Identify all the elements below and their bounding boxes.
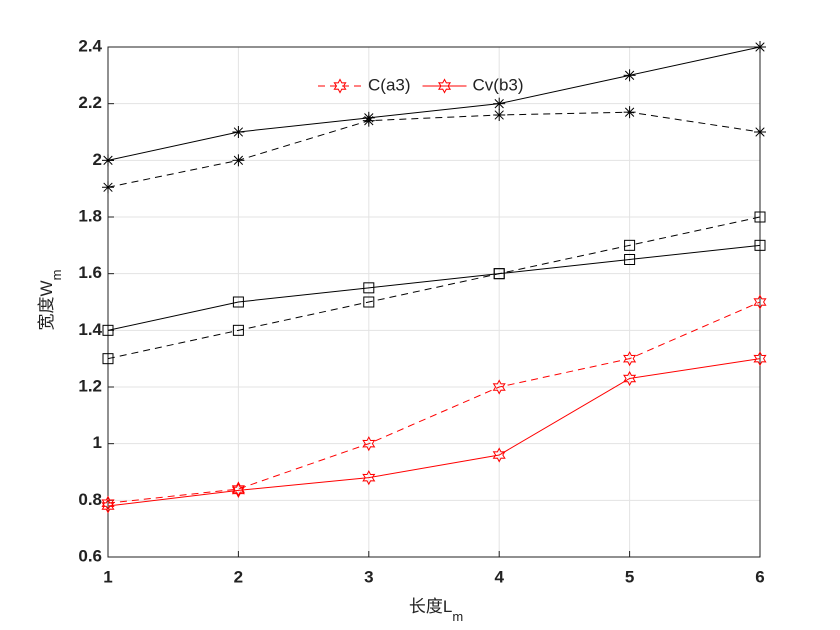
y-tick-label: 2 bbox=[93, 150, 102, 169]
x-tick-label: 3 bbox=[364, 567, 373, 586]
marker-star bbox=[362, 114, 375, 127]
x-tick-label: 5 bbox=[625, 567, 634, 586]
marker-hexagram bbox=[753, 294, 767, 310]
x-tick-label: 6 bbox=[755, 567, 764, 586]
x-tick-label: 4 bbox=[494, 567, 504, 586]
y-tick-label: 1.6 bbox=[78, 263, 102, 282]
x-tick-label: 2 bbox=[234, 567, 243, 586]
series-line bbox=[107, 301, 761, 504]
x-label-main: 长度L bbox=[409, 597, 452, 616]
x-tick-label: 1 bbox=[103, 567, 112, 586]
marker-hexagram bbox=[231, 481, 245, 497]
marker-hexagram bbox=[362, 470, 376, 486]
y-tick-label: 2.4 bbox=[78, 36, 102, 55]
marker-star bbox=[754, 41, 766, 53]
marker-hexagram bbox=[362, 436, 376, 452]
marker-square bbox=[232, 296, 244, 308]
y-tick-label: 1 bbox=[93, 433, 102, 452]
series-line bbox=[107, 111, 761, 188]
marker-square bbox=[232, 324, 244, 336]
marker-hexagram bbox=[437, 78, 452, 94]
marker-square bbox=[102, 353, 114, 365]
marker-square bbox=[624, 239, 636, 251]
marker-star bbox=[232, 154, 245, 167]
plot-area bbox=[108, 47, 760, 557]
marker-hexagram bbox=[623, 351, 637, 367]
marker-star bbox=[623, 69, 636, 82]
series-line bbox=[107, 216, 761, 360]
y-tick-label: 1.4 bbox=[78, 320, 102, 339]
y-tick-label: 0.6 bbox=[78, 546, 102, 565]
y-tick-label: 2.2 bbox=[78, 93, 102, 112]
y-label-sub: m bbox=[49, 270, 64, 281]
marker-hexagram bbox=[492, 379, 506, 395]
marker-square bbox=[624, 254, 636, 265]
marker-square bbox=[363, 282, 375, 294]
x-axis-label: 长度Lm bbox=[409, 597, 463, 624]
marker-star bbox=[623, 106, 636, 119]
series-line bbox=[107, 244, 761, 331]
marker-square bbox=[363, 296, 375, 308]
marker-star bbox=[493, 97, 506, 110]
marker-hexagram bbox=[623, 370, 637, 387]
marker-star bbox=[232, 126, 245, 138]
marker-hexagram bbox=[492, 447, 506, 463]
marker-square bbox=[102, 324, 114, 336]
marker-square bbox=[754, 211, 766, 223]
marker-hexagram bbox=[333, 78, 347, 94]
marker-hexagram bbox=[231, 482, 245, 498]
y-tick-label: 1.8 bbox=[78, 206, 102, 225]
legend-label: C(a3) bbox=[368, 75, 411, 94]
legend: C(a3) Cv(b3) bbox=[318, 75, 524, 94]
marker-star bbox=[102, 181, 114, 194]
marker-square bbox=[754, 239, 766, 251]
marker-hexagram bbox=[753, 351, 767, 367]
series-line bbox=[107, 358, 761, 507]
marker-star bbox=[754, 126, 766, 138]
marker-hexagram bbox=[101, 498, 115, 514]
x-label-sub: m bbox=[452, 609, 463, 624]
y-axis-label: 宽度Wm bbox=[37, 270, 64, 331]
marker-star bbox=[493, 109, 506, 121]
y-tick-label: 0.8 bbox=[78, 490, 102, 509]
marker-star bbox=[102, 154, 114, 167]
marker-hexagram bbox=[101, 495, 115, 511]
y-tick-label: 1.2 bbox=[78, 376, 102, 395]
marker-square bbox=[493, 268, 505, 280]
legend-label: Cv(b3) bbox=[473, 75, 524, 94]
series-line bbox=[107, 46, 761, 161]
y-label-main: 宽度W bbox=[37, 280, 56, 330]
